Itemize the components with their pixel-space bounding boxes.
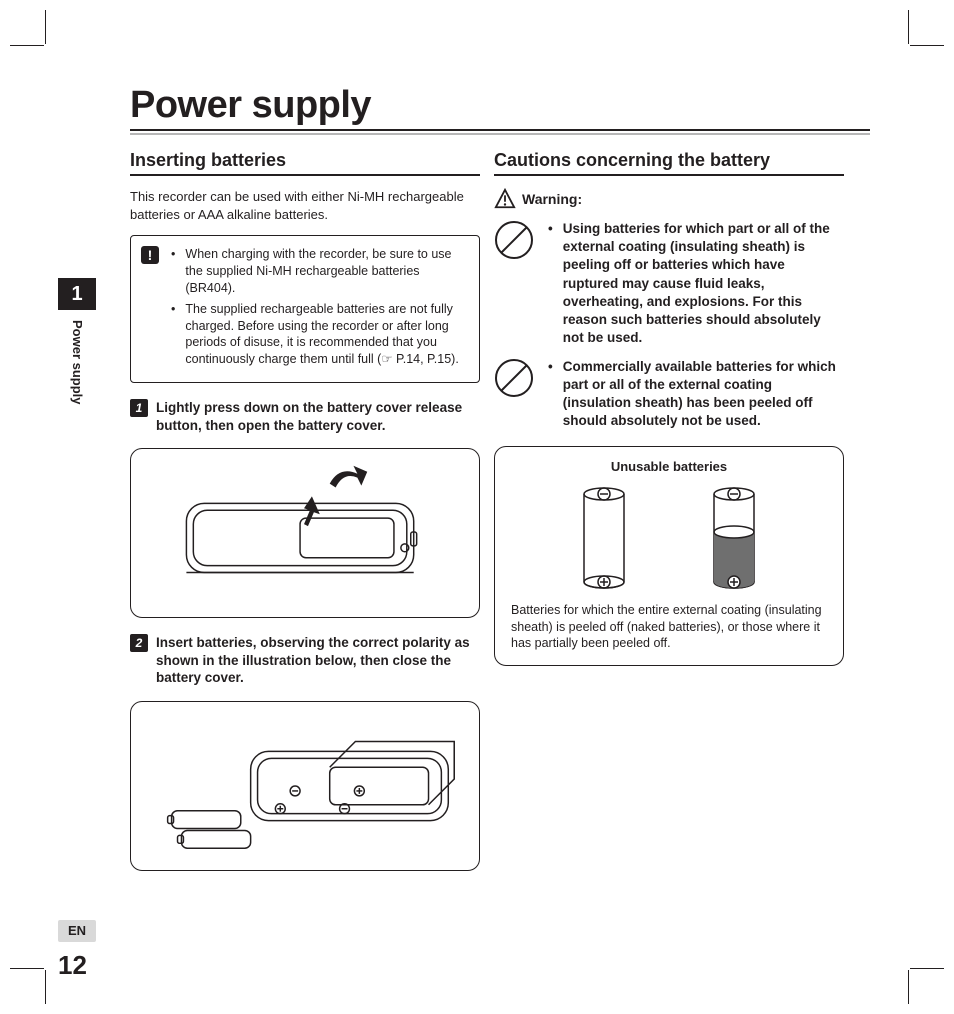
crop-mark xyxy=(908,10,909,44)
crop-mark xyxy=(10,968,44,969)
info-item-text: When charging with the recorder, be sure… xyxy=(185,246,467,297)
info-item-text: The supplied rechargeable batteries are … xyxy=(185,301,467,369)
crop-mark xyxy=(45,970,46,1004)
left-column: Inserting batteries This recorder can be… xyxy=(130,150,480,871)
page-title-block: Power supply xyxy=(130,84,870,135)
warning-header: Warning: xyxy=(494,188,844,210)
info-item: The supplied rechargeable batteries are … xyxy=(171,301,467,369)
right-column: Cautions concerning the battery Warning:… xyxy=(494,150,844,666)
info-item: When charging with the recorder, be sure… xyxy=(171,246,467,297)
manual-page: Power supply 1 Power supply Inserting ba… xyxy=(0,0,954,1014)
unusable-batteries-box: Unusable batteries xyxy=(494,446,844,666)
warning-label: Warning: xyxy=(522,191,582,207)
section-heading-cautions: Cautions concerning the battery xyxy=(494,150,844,176)
step-number: 1 xyxy=(130,399,148,417)
step-text: Insert batteries, observing the correct … xyxy=(156,634,480,687)
illustration-insert-batteries xyxy=(130,701,480,871)
crop-mark xyxy=(10,45,44,46)
info-list: When charging with the recorder, be sure… xyxy=(171,246,467,372)
side-tab: 1 Power supply xyxy=(58,278,96,405)
unusable-illustration xyxy=(511,482,827,592)
warning-triangle-icon xyxy=(494,188,516,210)
warning-text: Commercially available batteries for whi… xyxy=(548,358,844,431)
side-tab-label: Power supply xyxy=(70,320,85,405)
warning-item-1: Using batteries for which part or all of… xyxy=(494,220,844,348)
prohibition-icon xyxy=(494,358,534,398)
prohibition-icon xyxy=(494,220,534,260)
warning-item-2: Commercially available batteries for whi… xyxy=(494,358,844,431)
page-number: 12 xyxy=(58,950,87,981)
intro-text: This recorder can be used with either Ni… xyxy=(130,188,480,223)
title-rule-dark xyxy=(130,129,870,131)
illustration-open-cover xyxy=(130,448,480,618)
language-badge: EN xyxy=(58,920,96,942)
step-1: 1 Lightly press down on the battery cove… xyxy=(130,399,480,434)
crop-mark xyxy=(908,970,909,1004)
step-2: 2 Insert batteries, observing the correc… xyxy=(130,634,480,687)
warning-text: Using batteries for which part or all of… xyxy=(548,220,844,348)
step-text: Lightly press down on the battery cover … xyxy=(156,399,480,434)
crop-mark xyxy=(910,45,944,46)
page-title: Power supply xyxy=(130,84,870,127)
crop-mark xyxy=(45,10,46,44)
step-number: 2 xyxy=(130,634,148,652)
unusable-caption: Batteries for which the entire external … xyxy=(511,602,827,651)
section-heading-inserting: Inserting batteries xyxy=(130,150,480,176)
unusable-title: Unusable batteries xyxy=(511,459,827,474)
naked-battery-icon xyxy=(569,482,639,592)
partial-peel-battery-icon xyxy=(699,482,769,592)
title-rule-light xyxy=(130,133,870,135)
crop-mark xyxy=(910,968,944,969)
info-box: ! When charging with the recorder, be su… xyxy=(130,235,480,383)
info-icon: ! xyxy=(141,246,159,264)
chapter-number: 1 xyxy=(58,278,96,310)
